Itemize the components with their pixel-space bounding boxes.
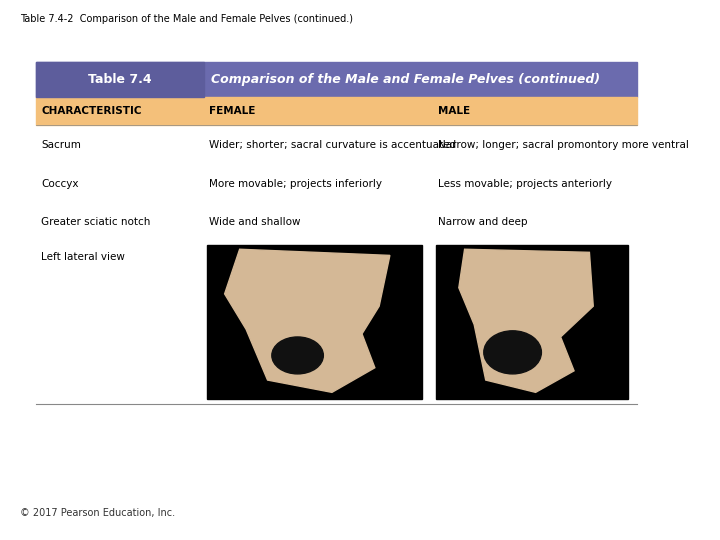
Text: MALE: MALE	[438, 106, 470, 116]
Bar	[36, 164, 636, 203]
Text: Table 7.4: Table 7.4	[89, 73, 152, 86]
Text: Comparison of the Male and Female Pelves (continued): Comparison of the Male and Female Pelves…	[211, 73, 600, 86]
Bar	[36, 62, 204, 97]
Text: Sacrum: Sacrum	[41, 140, 81, 150]
Text: Less movable; projects anteriorly: Less movable; projects anteriorly	[438, 179, 612, 188]
Ellipse shape	[484, 331, 541, 374]
Text: More movable; projects inferiorly: More movable; projects inferiorly	[210, 179, 382, 188]
Polygon shape	[459, 249, 593, 393]
Text: Wide and shallow: Wide and shallow	[210, 218, 301, 227]
Text: CHARACTERISTIC: CHARACTERISTIC	[41, 106, 142, 116]
Bar	[36, 97, 636, 125]
Text: Left lateral view: Left lateral view	[41, 252, 125, 262]
Bar	[436, 245, 628, 399]
Polygon shape	[225, 249, 390, 393]
Text: Coccyx: Coccyx	[41, 179, 78, 188]
Text: Table 7.4-2  Comparison of the Male and Female Pelves (continued.): Table 7.4-2 Comparison of the Male and F…	[19, 14, 353, 24]
Bar	[36, 125, 636, 164]
Text: FEMALE: FEMALE	[210, 106, 256, 116]
Bar	[36, 242, 636, 401]
Text: © 2017 Pearson Education, Inc.: © 2017 Pearson Education, Inc.	[19, 508, 175, 518]
Ellipse shape	[272, 337, 323, 374]
Bar	[36, 62, 636, 97]
Text: Wider; shorter; sacral curvature is accentuated: Wider; shorter; sacral curvature is acce…	[210, 140, 456, 150]
Text: Narrow; longer; sacral promontory more ventral: Narrow; longer; sacral promontory more v…	[438, 140, 688, 150]
Text: Narrow and deep: Narrow and deep	[438, 218, 527, 227]
Text: Greater sciatic notch: Greater sciatic notch	[41, 218, 150, 227]
Bar	[36, 203, 636, 242]
Bar	[207, 245, 422, 399]
